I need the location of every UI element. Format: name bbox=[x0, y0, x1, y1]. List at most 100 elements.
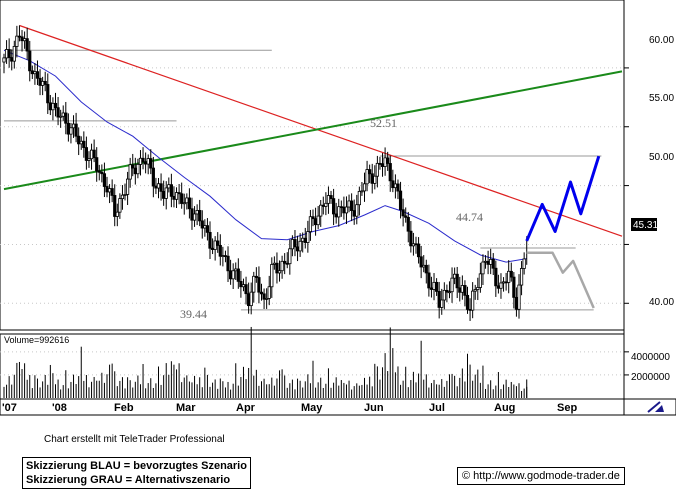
price-candle bbox=[25, 38, 29, 52]
price-candle bbox=[15, 35, 19, 47]
price-candle bbox=[59, 115, 63, 118]
price-candle bbox=[277, 270, 282, 274]
price-candle bbox=[481, 261, 485, 275]
price-candle bbox=[7, 49, 11, 58]
price-candle bbox=[254, 275, 258, 278]
price-candle bbox=[373, 175, 377, 184]
x-tick-label-08: '08 bbox=[52, 402, 67, 414]
price-candle bbox=[476, 287, 480, 290]
price-candle bbox=[347, 200, 351, 208]
moving-average-line bbox=[3, 49, 527, 263]
price-candle bbox=[136, 164, 140, 175]
price-bars bbox=[2, 25, 528, 321]
legend-grey-text: Skizzierung GRAU = Alternativszenario bbox=[26, 474, 231, 486]
price-candle bbox=[434, 281, 439, 292]
price-candle bbox=[169, 184, 173, 197]
horizontal-levels bbox=[4, 49, 602, 311]
price-candle bbox=[494, 267, 498, 287]
price-tick-label-55: 55.00 bbox=[649, 93, 674, 104]
price-candle bbox=[61, 112, 65, 117]
price-candle bbox=[406, 216, 410, 232]
price-candle bbox=[2, 57, 6, 63]
price-candle bbox=[113, 195, 117, 217]
price-candle bbox=[164, 187, 168, 199]
price-candle bbox=[442, 289, 446, 301]
price-candle bbox=[344, 206, 349, 214]
price-candle bbox=[247, 293, 251, 307]
price-panel bbox=[0, 0, 625, 331]
annotation-52-51: 52.51 bbox=[370, 116, 397, 130]
price-candle bbox=[257, 277, 261, 293]
price-candle bbox=[252, 275, 256, 293]
price-candle bbox=[326, 195, 331, 204]
price-candle bbox=[131, 164, 135, 169]
price-candle bbox=[210, 247, 215, 250]
price-candle bbox=[66, 122, 70, 135]
price-candle bbox=[265, 298, 269, 300]
price-candle bbox=[77, 135, 81, 145]
price-candle bbox=[414, 243, 418, 246]
price-candle bbox=[259, 291, 264, 295]
price-candle bbox=[460, 285, 464, 293]
price-candle bbox=[419, 256, 423, 268]
scenarios bbox=[525, 155, 601, 309]
price-candle bbox=[313, 218, 318, 226]
price-candle bbox=[95, 157, 99, 172]
price-candle bbox=[298, 240, 302, 252]
price-candle bbox=[512, 276, 516, 298]
price-candle bbox=[378, 162, 382, 165]
alternative-scenario-line bbox=[526, 251, 595, 309]
downtrend-line bbox=[19, 24, 623, 237]
annotation-44-74: 44.74 bbox=[456, 210, 483, 224]
price-candle bbox=[71, 123, 76, 129]
price-candle bbox=[180, 193, 184, 204]
price-candle bbox=[231, 270, 235, 280]
price-candle bbox=[507, 270, 511, 283]
price-candle bbox=[350, 200, 354, 211]
price-candle bbox=[198, 210, 202, 222]
price-candle bbox=[146, 158, 150, 165]
annotation-39-44: 39.44 bbox=[180, 307, 207, 321]
price-candle bbox=[388, 163, 392, 182]
price-candle bbox=[213, 240, 217, 250]
price-candle bbox=[102, 173, 107, 187]
price-candle bbox=[82, 140, 86, 148]
price-candle bbox=[123, 194, 127, 196]
price-candle bbox=[422, 264, 426, 268]
price-candle bbox=[501, 281, 506, 284]
price-candle bbox=[491, 258, 495, 269]
price-candle bbox=[483, 260, 488, 263]
price-candle bbox=[301, 237, 305, 242]
price-candle bbox=[200, 220, 204, 229]
price-candle bbox=[262, 293, 266, 300]
price-candle bbox=[241, 284, 246, 288]
price-candle bbox=[517, 284, 521, 310]
price-candle bbox=[30, 70, 34, 75]
price-candle bbox=[100, 171, 104, 175]
price-candle bbox=[478, 273, 482, 288]
price-candle bbox=[216, 240, 220, 246]
copyright-link[interactable]: © http://www.godmode-trader.de bbox=[457, 467, 625, 485]
price-candle bbox=[92, 149, 96, 159]
zoom-tool-icon[interactable] bbox=[647, 401, 661, 413]
x-tick-label-mar: Mar bbox=[176, 402, 196, 414]
price-candle bbox=[486, 260, 490, 265]
x-tick-label-apr: Apr bbox=[236, 402, 256, 414]
price-candle bbox=[167, 184, 171, 189]
price-candle bbox=[331, 198, 336, 215]
price-candle bbox=[43, 80, 47, 85]
corner-box bbox=[623, 398, 676, 416]
price-candle bbox=[293, 239, 297, 248]
price-candle bbox=[141, 157, 145, 163]
price-candle bbox=[370, 173, 374, 184]
price-candle bbox=[275, 262, 279, 274]
price-candle bbox=[496, 285, 501, 289]
price-candle bbox=[97, 170, 101, 173]
price-candle bbox=[87, 158, 91, 161]
price-candle bbox=[509, 270, 513, 278]
trend-lines bbox=[3, 24, 623, 237]
price-candle bbox=[334, 213, 338, 218]
zoom-tool-icon-head[interactable] bbox=[655, 405, 664, 412]
price-candle bbox=[267, 286, 271, 299]
